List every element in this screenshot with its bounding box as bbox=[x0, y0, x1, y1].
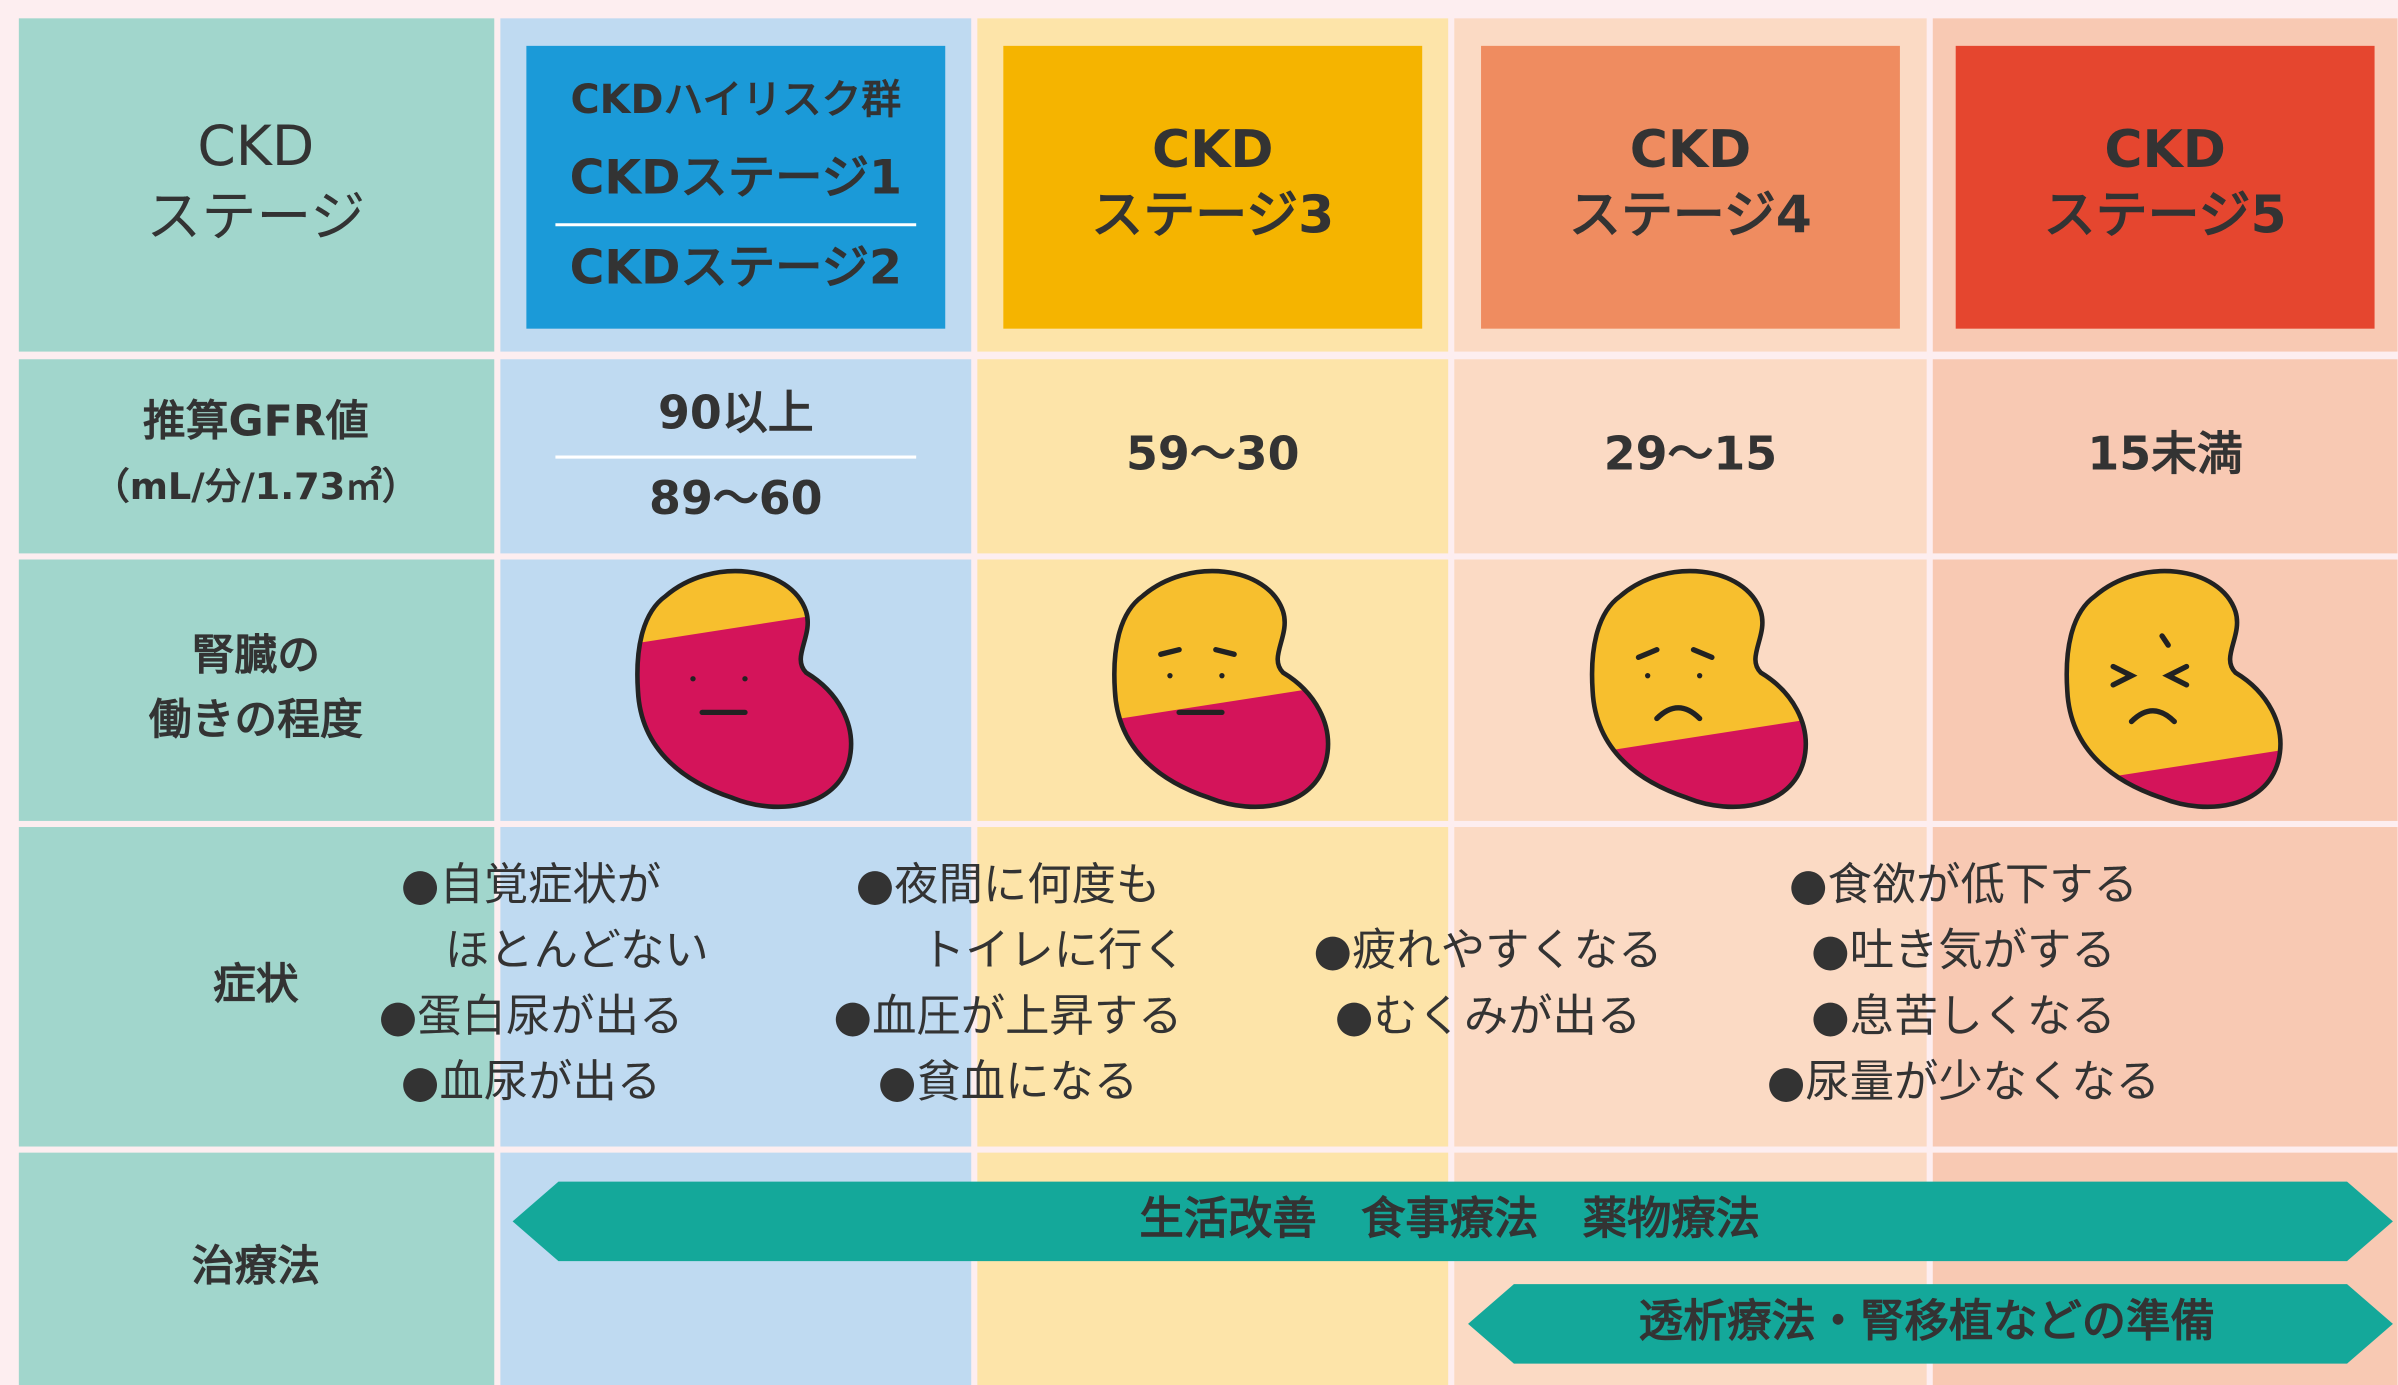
stage-label: CKDステージ1 bbox=[570, 150, 902, 205]
kidney-expression bbox=[690, 676, 748, 716]
row-header-text: ステージ bbox=[146, 184, 365, 248]
row-header-cell bbox=[18, 559, 495, 821]
stage-box bbox=[1955, 45, 2375, 329]
symptom-text: ●疲れやすくなる bbox=[1313, 925, 1662, 976]
symptom-text: ●むくみが出る bbox=[1335, 991, 1641, 1042]
cell bbox=[1932, 359, 2398, 554]
symptom-text: ●食欲が低下する bbox=[1789, 859, 2138, 910]
symptom-text: ●血圧が上昇する bbox=[833, 991, 1182, 1042]
gfr-value: 89～60 bbox=[649, 471, 823, 525]
row-header-cell bbox=[18, 359, 495, 554]
treatment-label: 透析療法・腎移植などの準備 bbox=[1639, 1296, 2215, 1347]
stage-label: CKD bbox=[2104, 120, 2226, 180]
symptom-text: ●貧血になる bbox=[878, 1057, 1138, 1108]
treatment-arrow bbox=[512, 1181, 2393, 1262]
kidney-red bbox=[2066, 746, 2281, 807]
stage-box bbox=[1481, 45, 1900, 329]
row-header-cell bbox=[18, 1152, 495, 1385]
symptom-text: ほとんどない bbox=[445, 925, 709, 976]
kidney-expression bbox=[1158, 647, 1237, 716]
cell bbox=[1454, 359, 1927, 554]
stage-label: ステージ4 bbox=[1569, 186, 1812, 246]
row-header-text: （mL/分/1.73㎡） bbox=[93, 465, 419, 508]
stage-label: CKD bbox=[1152, 120, 1274, 180]
row-header-text: 働きの程度 bbox=[149, 695, 363, 745]
symptom-text: トイレに行く bbox=[921, 925, 1187, 976]
kidney-red bbox=[1592, 715, 1806, 807]
row-header-text: 推算GFR値 bbox=[143, 397, 369, 447]
row-header-cell bbox=[18, 827, 495, 1147]
kidney-face bbox=[1559, 571, 1834, 844]
cell bbox=[1932, 827, 2398, 1147]
gfr-value: 59～30 bbox=[1126, 427, 1300, 481]
symptom-text: ●息苦しくなる bbox=[1811, 991, 2116, 1042]
gfr-value: 29～15 bbox=[1604, 427, 1778, 481]
gfr-value: 90以上 bbox=[658, 385, 814, 439]
stage-box bbox=[526, 45, 946, 329]
row-header-text: 症状 bbox=[213, 959, 299, 1009]
cell bbox=[500, 827, 972, 1147]
kidney-expression bbox=[2110, 633, 2190, 725]
symptom-text: ●血尿が出る bbox=[401, 1057, 661, 1108]
row-header-cell bbox=[18, 18, 495, 352]
stage-label: CKD bbox=[1630, 120, 1752, 180]
row-header-text: 治療法 bbox=[192, 1241, 320, 1291]
stage-label: CKDハイリスク群 bbox=[571, 77, 902, 123]
row-header-text: CKD bbox=[197, 114, 314, 178]
gfr-value: 15未満 bbox=[2087, 427, 2243, 481]
cell bbox=[977, 827, 1449, 1147]
symptom-text: ●夜間に何度も bbox=[856, 859, 1161, 910]
symptom-text: ●吐き気がする bbox=[1811, 925, 2116, 976]
symptom-text: ●尿量が少なくなる bbox=[1767, 1057, 2160, 1108]
row-header-text: 腎臓の bbox=[192, 631, 320, 681]
stage-label: ステージ5 bbox=[2044, 186, 2287, 246]
cell bbox=[1454, 827, 1927, 1147]
kidney-face bbox=[2034, 571, 2309, 844]
symptom-text: ●自覚症状が bbox=[401, 859, 661, 910]
symptom-text: ●蛋白尿が出る bbox=[379, 991, 684, 1042]
cell bbox=[977, 359, 1449, 554]
kidney-expression bbox=[1635, 647, 1715, 722]
stage-label: ステージ3 bbox=[1091, 186, 1334, 246]
treatment-label: 生活改善 食事療法 薬物療法 bbox=[1139, 1193, 1760, 1244]
treatment-arrow bbox=[1468, 1284, 2393, 1364]
stage-label: CKDステージ2 bbox=[570, 241, 902, 296]
stage-box bbox=[1003, 45, 1423, 329]
